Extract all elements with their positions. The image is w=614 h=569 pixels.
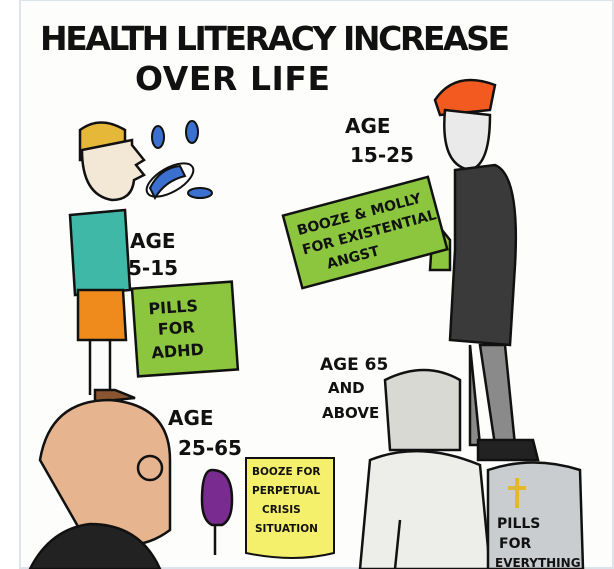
age-label: AGE (168, 406, 214, 430)
sign-text: FOR (157, 317, 195, 339)
age-label: AGE (130, 229, 176, 253)
sign-text: FOR (499, 536, 531, 552)
page: HEALTH LITERACY INCREASE OVER LIFE AGE 5… (0, 0, 614, 569)
age-label: 5-15 (128, 256, 178, 280)
sign-text: BOOZE FOR (252, 466, 320, 478)
sign-text: CRISIS (262, 504, 301, 516)
title-line: OVER LIFE (135, 59, 330, 98)
age-label: 15-25 (350, 143, 414, 167)
age-label: ABOVE (322, 404, 379, 422)
age-label: AGE 65 (320, 355, 388, 375)
sign: PILLS FOR ADHD (132, 282, 238, 377)
sign-text: SITUATION (255, 523, 318, 535)
age-label: AGE (345, 114, 391, 138)
age-label: 25-65 (178, 436, 242, 460)
sign-text: PILLS (497, 516, 540, 532)
title-line: HEALTH LITERACY INCREASE (40, 19, 510, 58)
scroll: BOOZE FOR PERPETUAL CRISIS SITUATION (246, 458, 334, 558)
sign-text: PERPETUAL (252, 485, 320, 497)
gravestone: PILLS FOR EVERYTHING (488, 463, 583, 569)
sign-text: ADHD (151, 340, 205, 363)
cartoon: HEALTH LITERACY INCREASE OVER LIFE AGE 5… (0, 0, 614, 569)
sign-text: PILLS (148, 296, 199, 318)
age-label: AND (328, 379, 365, 397)
sign-text: EVERYTHING (495, 556, 581, 569)
